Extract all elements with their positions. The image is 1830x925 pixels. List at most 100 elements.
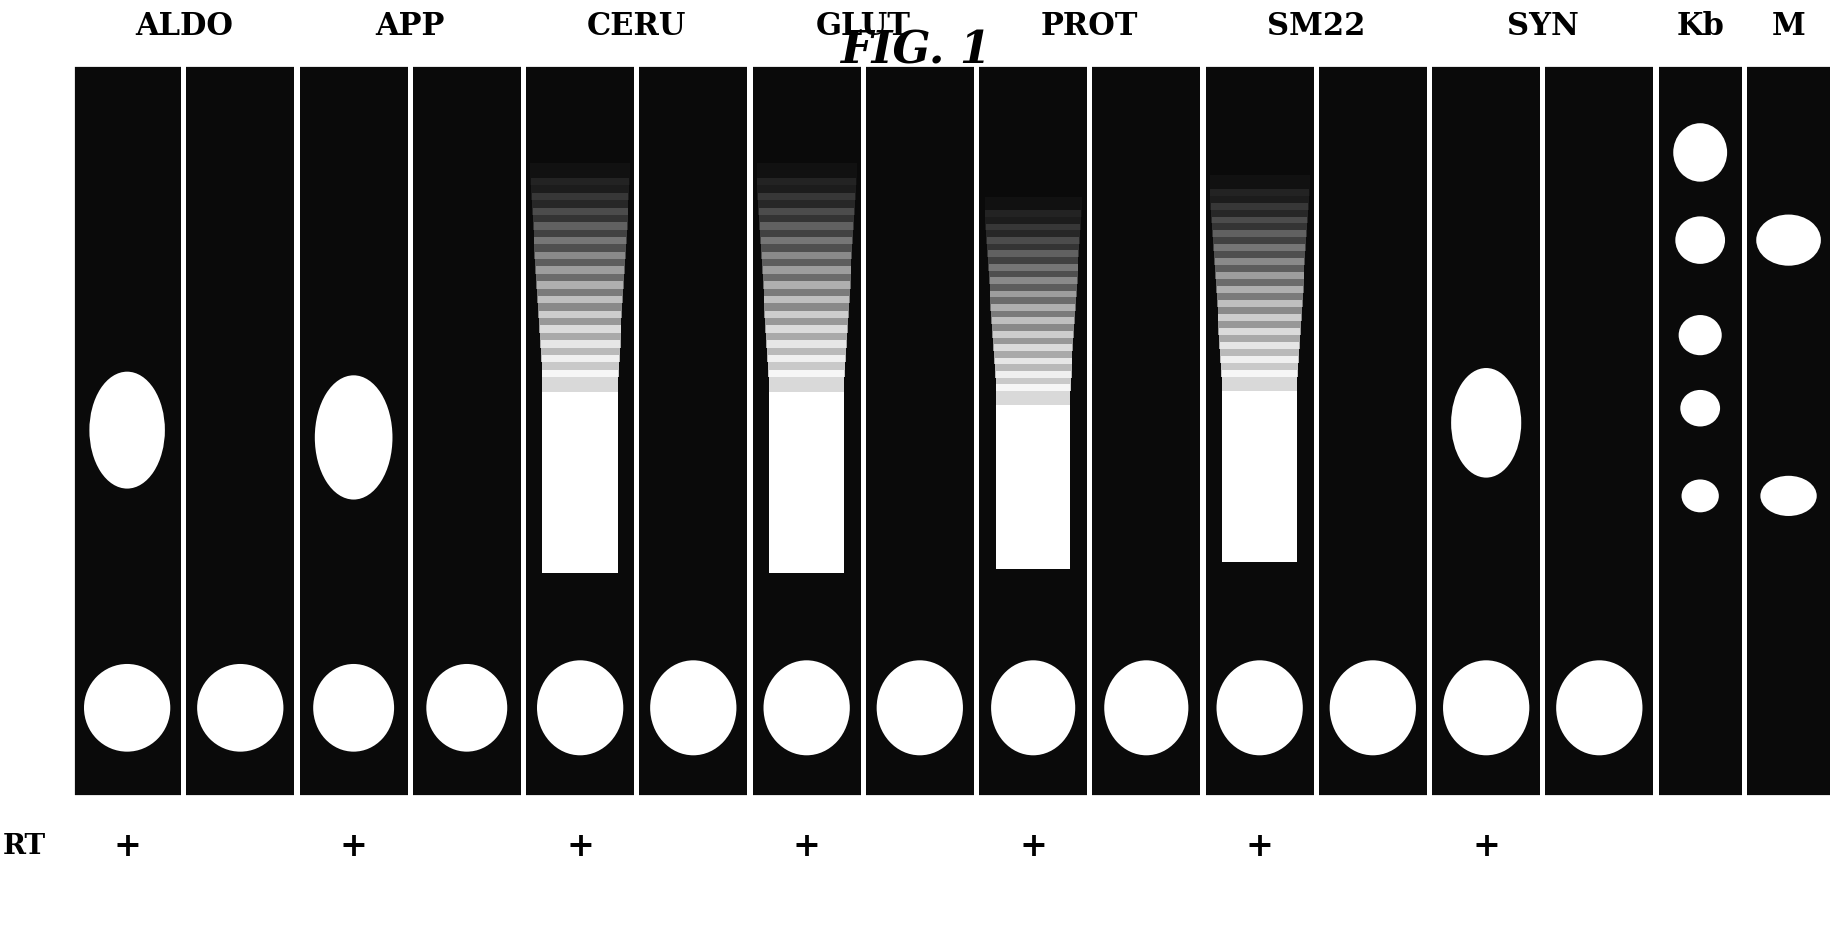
Text: +: + bbox=[1246, 830, 1274, 863]
Bar bbox=[997, 385, 1071, 404]
Bar bbox=[414, 65, 522, 796]
Ellipse shape bbox=[992, 660, 1076, 756]
Bar bbox=[763, 281, 849, 303]
Bar bbox=[979, 65, 1087, 796]
Text: PROT: PROT bbox=[1041, 10, 1138, 42]
Ellipse shape bbox=[1217, 660, 1303, 756]
Bar bbox=[1221, 356, 1297, 376]
Bar bbox=[639, 65, 747, 796]
Bar bbox=[986, 224, 1080, 244]
Text: +: + bbox=[792, 830, 820, 863]
Bar bbox=[1222, 390, 1297, 561]
Text: APP: APP bbox=[375, 10, 445, 42]
Bar bbox=[988, 264, 1078, 284]
Ellipse shape bbox=[315, 376, 392, 500]
Bar bbox=[1093, 65, 1200, 796]
Bar bbox=[997, 404, 1071, 569]
Text: SM22: SM22 bbox=[1266, 10, 1365, 42]
Text: ALDO: ALDO bbox=[135, 10, 232, 42]
Bar bbox=[758, 179, 856, 200]
Bar bbox=[1211, 203, 1308, 224]
Ellipse shape bbox=[313, 664, 393, 752]
Bar bbox=[761, 252, 851, 274]
Ellipse shape bbox=[1760, 475, 1817, 516]
Ellipse shape bbox=[84, 664, 170, 752]
Bar bbox=[1545, 65, 1652, 796]
Text: +: + bbox=[340, 830, 368, 863]
Bar bbox=[538, 311, 622, 333]
Bar bbox=[1217, 286, 1303, 307]
Bar bbox=[994, 344, 1072, 364]
Ellipse shape bbox=[426, 664, 507, 752]
Bar bbox=[1211, 216, 1307, 238]
Bar bbox=[538, 281, 624, 303]
Bar bbox=[1215, 258, 1305, 279]
Bar bbox=[73, 65, 181, 796]
Bar bbox=[767, 326, 847, 348]
Bar bbox=[990, 278, 1076, 297]
Text: +: + bbox=[113, 830, 141, 863]
Bar bbox=[758, 192, 855, 215]
Text: FIG. 1: FIG. 1 bbox=[840, 30, 990, 72]
Ellipse shape bbox=[536, 660, 624, 756]
Text: GLUT: GLUT bbox=[816, 10, 911, 42]
Bar bbox=[542, 370, 619, 392]
Ellipse shape bbox=[1330, 660, 1416, 756]
Bar bbox=[187, 65, 295, 796]
Bar bbox=[767, 340, 845, 363]
Bar bbox=[765, 296, 849, 318]
Ellipse shape bbox=[1673, 123, 1728, 181]
Bar bbox=[985, 210, 1082, 230]
Bar bbox=[1215, 272, 1303, 293]
Text: SYN: SYN bbox=[1506, 10, 1579, 42]
Bar bbox=[533, 192, 628, 215]
Bar bbox=[1210, 189, 1308, 210]
Bar bbox=[538, 296, 622, 318]
Bar bbox=[992, 304, 1074, 324]
Bar bbox=[1219, 314, 1301, 335]
Bar bbox=[73, 65, 1830, 796]
Bar bbox=[988, 251, 1078, 271]
Ellipse shape bbox=[1674, 216, 1726, 264]
Bar bbox=[761, 237, 853, 259]
Bar bbox=[769, 370, 844, 392]
Bar bbox=[1213, 244, 1305, 265]
Text: Kb: Kb bbox=[1676, 10, 1724, 42]
Bar bbox=[527, 65, 633, 796]
Bar bbox=[992, 317, 1074, 338]
Bar bbox=[540, 326, 620, 348]
Bar bbox=[1748, 65, 1830, 796]
Ellipse shape bbox=[1103, 660, 1188, 756]
Bar bbox=[994, 331, 1072, 351]
Bar bbox=[759, 222, 853, 244]
Bar bbox=[1658, 65, 1742, 796]
Bar bbox=[765, 311, 847, 333]
Bar bbox=[1222, 370, 1297, 390]
Ellipse shape bbox=[877, 660, 963, 756]
Bar bbox=[986, 237, 1080, 257]
Bar bbox=[752, 65, 860, 796]
Bar bbox=[1217, 300, 1301, 321]
Bar bbox=[1433, 65, 1541, 796]
Bar bbox=[300, 65, 408, 796]
Bar bbox=[769, 392, 844, 573]
Ellipse shape bbox=[650, 660, 736, 756]
Bar bbox=[996, 358, 1072, 377]
Ellipse shape bbox=[1451, 368, 1521, 477]
Ellipse shape bbox=[1757, 215, 1821, 265]
Bar bbox=[540, 340, 620, 363]
Ellipse shape bbox=[198, 664, 284, 752]
Text: +: + bbox=[1473, 830, 1501, 863]
Ellipse shape bbox=[1678, 315, 1722, 355]
Ellipse shape bbox=[1682, 479, 1718, 512]
Bar bbox=[990, 290, 1076, 311]
Text: M: M bbox=[1771, 10, 1806, 42]
Ellipse shape bbox=[90, 372, 165, 488]
Bar bbox=[533, 207, 628, 229]
Bar bbox=[1206, 65, 1314, 796]
Bar bbox=[759, 207, 855, 229]
Bar bbox=[1213, 230, 1307, 252]
Bar bbox=[996, 371, 1071, 391]
Bar bbox=[985, 197, 1082, 217]
Bar bbox=[536, 266, 624, 289]
